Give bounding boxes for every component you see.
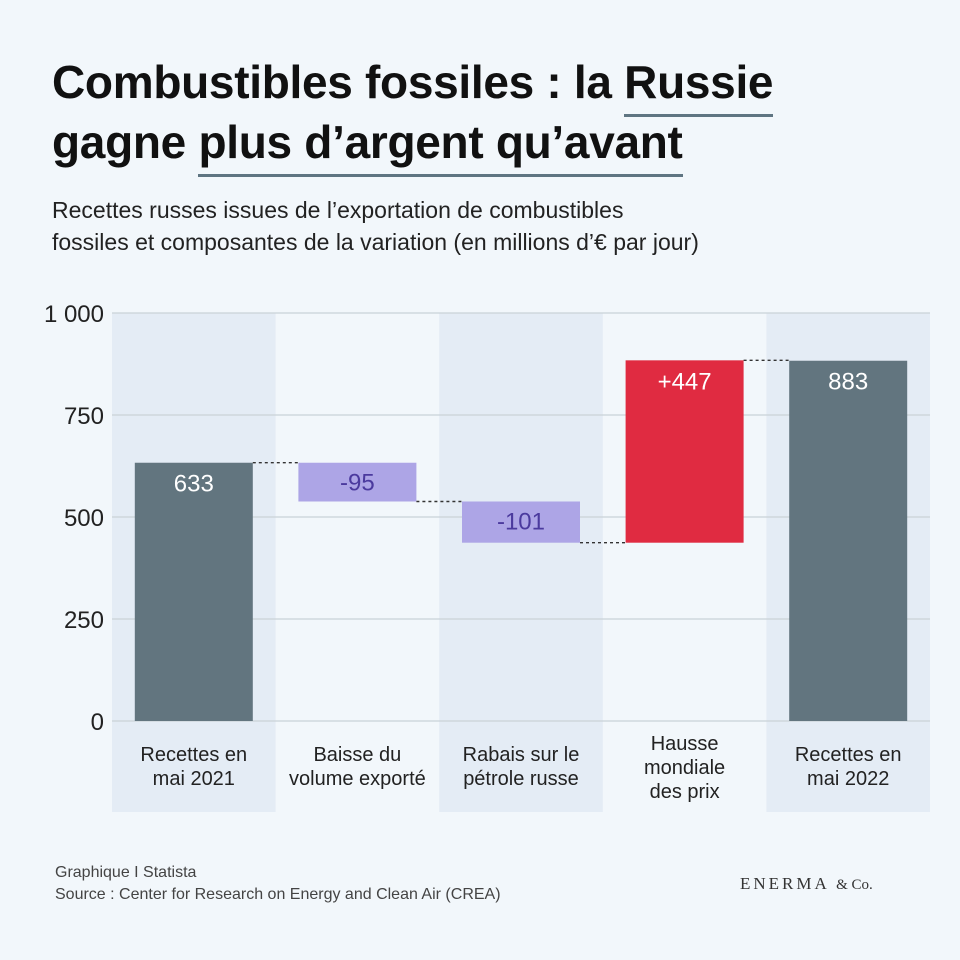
y-tick-label: 500 [64,505,104,532]
y-tick-label: 0 [91,709,104,736]
x-category-label: Rabais sur le [463,744,580,766]
title-part: gagne [52,116,199,168]
x-category-label: pétrole russe [463,768,579,790]
bar-total [789,360,908,721]
x-category-label: volume exporté [289,768,426,790]
title-part: Combustibles fossiles : la [52,56,625,108]
brand-suffix: & Co. [836,877,873,893]
footer-source: Source : Center for Research on Energy a… [55,886,501,903]
subtitle-line: fossiles et composantes de la variation … [52,229,699,255]
y-tick-label: 250 [64,607,104,634]
bar-total [134,462,253,721]
chart-title: Combustibles fossiles : la Russie gagne … [52,52,912,177]
footer-credit: Graphique I Statista [55,864,197,881]
x-category-label: Recettes en [140,744,247,766]
x-category-label: mai 2022 [807,768,889,790]
brand-logo: ENERMA & Co. [740,874,873,894]
bar-value-label: +447 [658,368,712,395]
brand-name: ENERMA [740,874,829,893]
bar-decrease [462,501,580,543]
x-category-label: des prix [650,781,720,803]
x-category-label: mondiale [644,757,725,779]
bar-value-label: 883 [828,369,868,396]
bar-value-label: -101 [497,508,545,535]
y-tick-label: 750 [64,403,104,430]
bar-value-label: -95 [340,470,375,497]
column-band [439,313,603,812]
x-category-label: Hausse [651,733,719,755]
x-category-label: Recettes en [795,744,902,766]
x-category-label: Baisse du [313,744,401,766]
bar-increase [625,360,744,543]
bar-decrease [298,462,417,502]
x-category-label: mai 2021 [153,768,235,790]
subtitle-line: Recettes russes issues de l’exportation … [52,197,624,223]
chart-subtitle: Recettes russes issues de l’exportation … [52,194,912,258]
title-highlight: plus d’argent qu’avant [198,116,683,177]
bar-value-label: 633 [174,471,214,498]
title-highlight: Russie [624,56,774,117]
y-tick-label: 1 000 [44,301,104,328]
chart-footer: Graphique I Statista Source : Center for… [55,862,501,906]
